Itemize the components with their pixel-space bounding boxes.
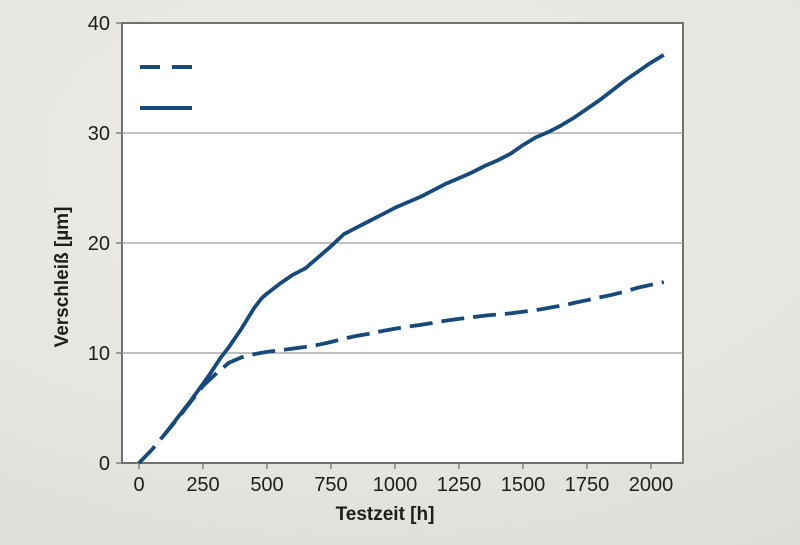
x-axis-title: Testzeit [h] <box>336 504 435 525</box>
x-tick-label: 500 <box>250 474 283 496</box>
x-tick-label: 1750 <box>565 474 610 496</box>
x-tick-label: 750 <box>314 474 347 496</box>
series-solid-curve <box>163 53 665 436</box>
series-dashed-curve <box>137 280 665 465</box>
x-tick-label: 2000 <box>629 474 674 496</box>
legend <box>140 65 192 110</box>
x-tick-label: 1500 <box>501 474 546 496</box>
data-series <box>137 53 665 465</box>
x-axis-ticks: 0 250 500 750 1000 1250 1500 1750 2000 <box>133 463 673 496</box>
y-axis-title: Verschleiß [µm] <box>52 207 73 348</box>
y-tick-label: 10 <box>88 343 110 365</box>
x-tick-label: 0 <box>133 474 144 496</box>
y-tick-label: 30 <box>88 123 110 145</box>
y-axis-ticks: 0 10 20 30 40 <box>88 13 122 475</box>
y-tick-label: 20 <box>88 233 110 255</box>
y-tick-label: 0 <box>99 453 110 475</box>
x-tick-label: 1000 <box>373 474 418 496</box>
gridlines <box>122 132 683 354</box>
y-tick-label: 40 <box>88 13 110 35</box>
x-tick-label: 1250 <box>437 474 482 496</box>
x-tick-label: 250 <box>186 474 219 496</box>
